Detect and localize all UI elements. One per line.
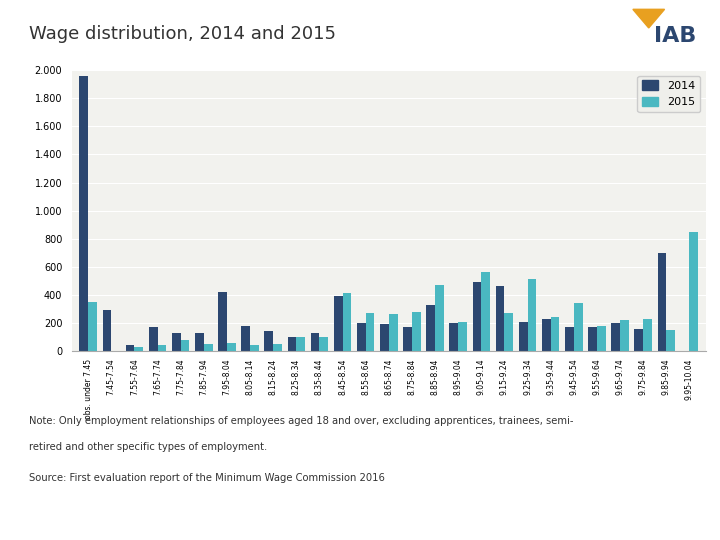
Bar	[542, 319, 551, 351]
Bar	[458, 322, 467, 351]
Bar	[334, 296, 343, 351]
Legend: 2014, 2015: 2014, 2015	[637, 76, 700, 112]
Bar	[102, 310, 112, 351]
Bar	[505, 313, 513, 351]
Bar	[241, 326, 250, 351]
Bar	[135, 347, 143, 351]
Bar	[195, 333, 204, 351]
Bar	[264, 332, 273, 351]
Bar	[126, 346, 135, 351]
Bar	[389, 314, 397, 351]
Bar	[574, 303, 582, 351]
Bar	[297, 337, 305, 351]
Bar	[218, 292, 227, 351]
Bar	[204, 344, 212, 351]
Bar	[620, 320, 629, 351]
Bar	[611, 323, 620, 351]
Bar	[690, 232, 698, 351]
Bar	[250, 346, 259, 351]
Bar	[472, 282, 481, 351]
Bar	[666, 330, 675, 351]
Text: Source: First evaluation report of the Minimum Wage Commission 2016: Source: First evaluation report of the M…	[29, 474, 384, 483]
Bar	[380, 325, 389, 351]
Text: Wage distribution, 2014 and 2015: Wage distribution, 2014 and 2015	[29, 25, 336, 43]
Text: IAB: IAB	[654, 26, 697, 46]
Bar	[634, 328, 643, 351]
Bar	[528, 279, 536, 351]
Polygon shape	[633, 9, 665, 28]
Bar	[518, 321, 528, 351]
Text: Note: Only employment relationships of employees aged 18 and over, excluding app: Note: Only employment relationships of e…	[29, 416, 573, 426]
Bar	[435, 285, 444, 351]
Bar	[343, 293, 351, 351]
Bar	[588, 327, 597, 351]
Bar	[449, 323, 458, 351]
Bar	[657, 253, 666, 351]
Bar	[597, 326, 606, 351]
Bar	[357, 323, 366, 351]
Bar	[565, 327, 574, 351]
Bar	[172, 333, 181, 351]
Bar	[181, 341, 189, 351]
Bar	[227, 342, 235, 351]
Bar	[158, 346, 166, 351]
Text: The German minimum wage experience: The German minimum wage experience	[11, 517, 235, 528]
Bar	[287, 337, 297, 351]
Bar	[320, 337, 328, 351]
Text: 8: 8	[698, 517, 706, 528]
Bar	[366, 313, 374, 351]
Bar	[426, 305, 435, 351]
Bar	[481, 272, 490, 351]
Bar	[412, 312, 420, 351]
Bar	[643, 319, 652, 351]
Bar	[79, 76, 88, 351]
Bar	[88, 302, 97, 351]
Bar	[403, 327, 412, 351]
Bar	[149, 327, 158, 351]
Bar	[273, 344, 282, 351]
Bar	[495, 286, 505, 351]
Bar	[310, 333, 320, 351]
Bar	[551, 318, 559, 351]
Text: retired and other specific types of employment.: retired and other specific types of empl…	[29, 442, 267, 453]
